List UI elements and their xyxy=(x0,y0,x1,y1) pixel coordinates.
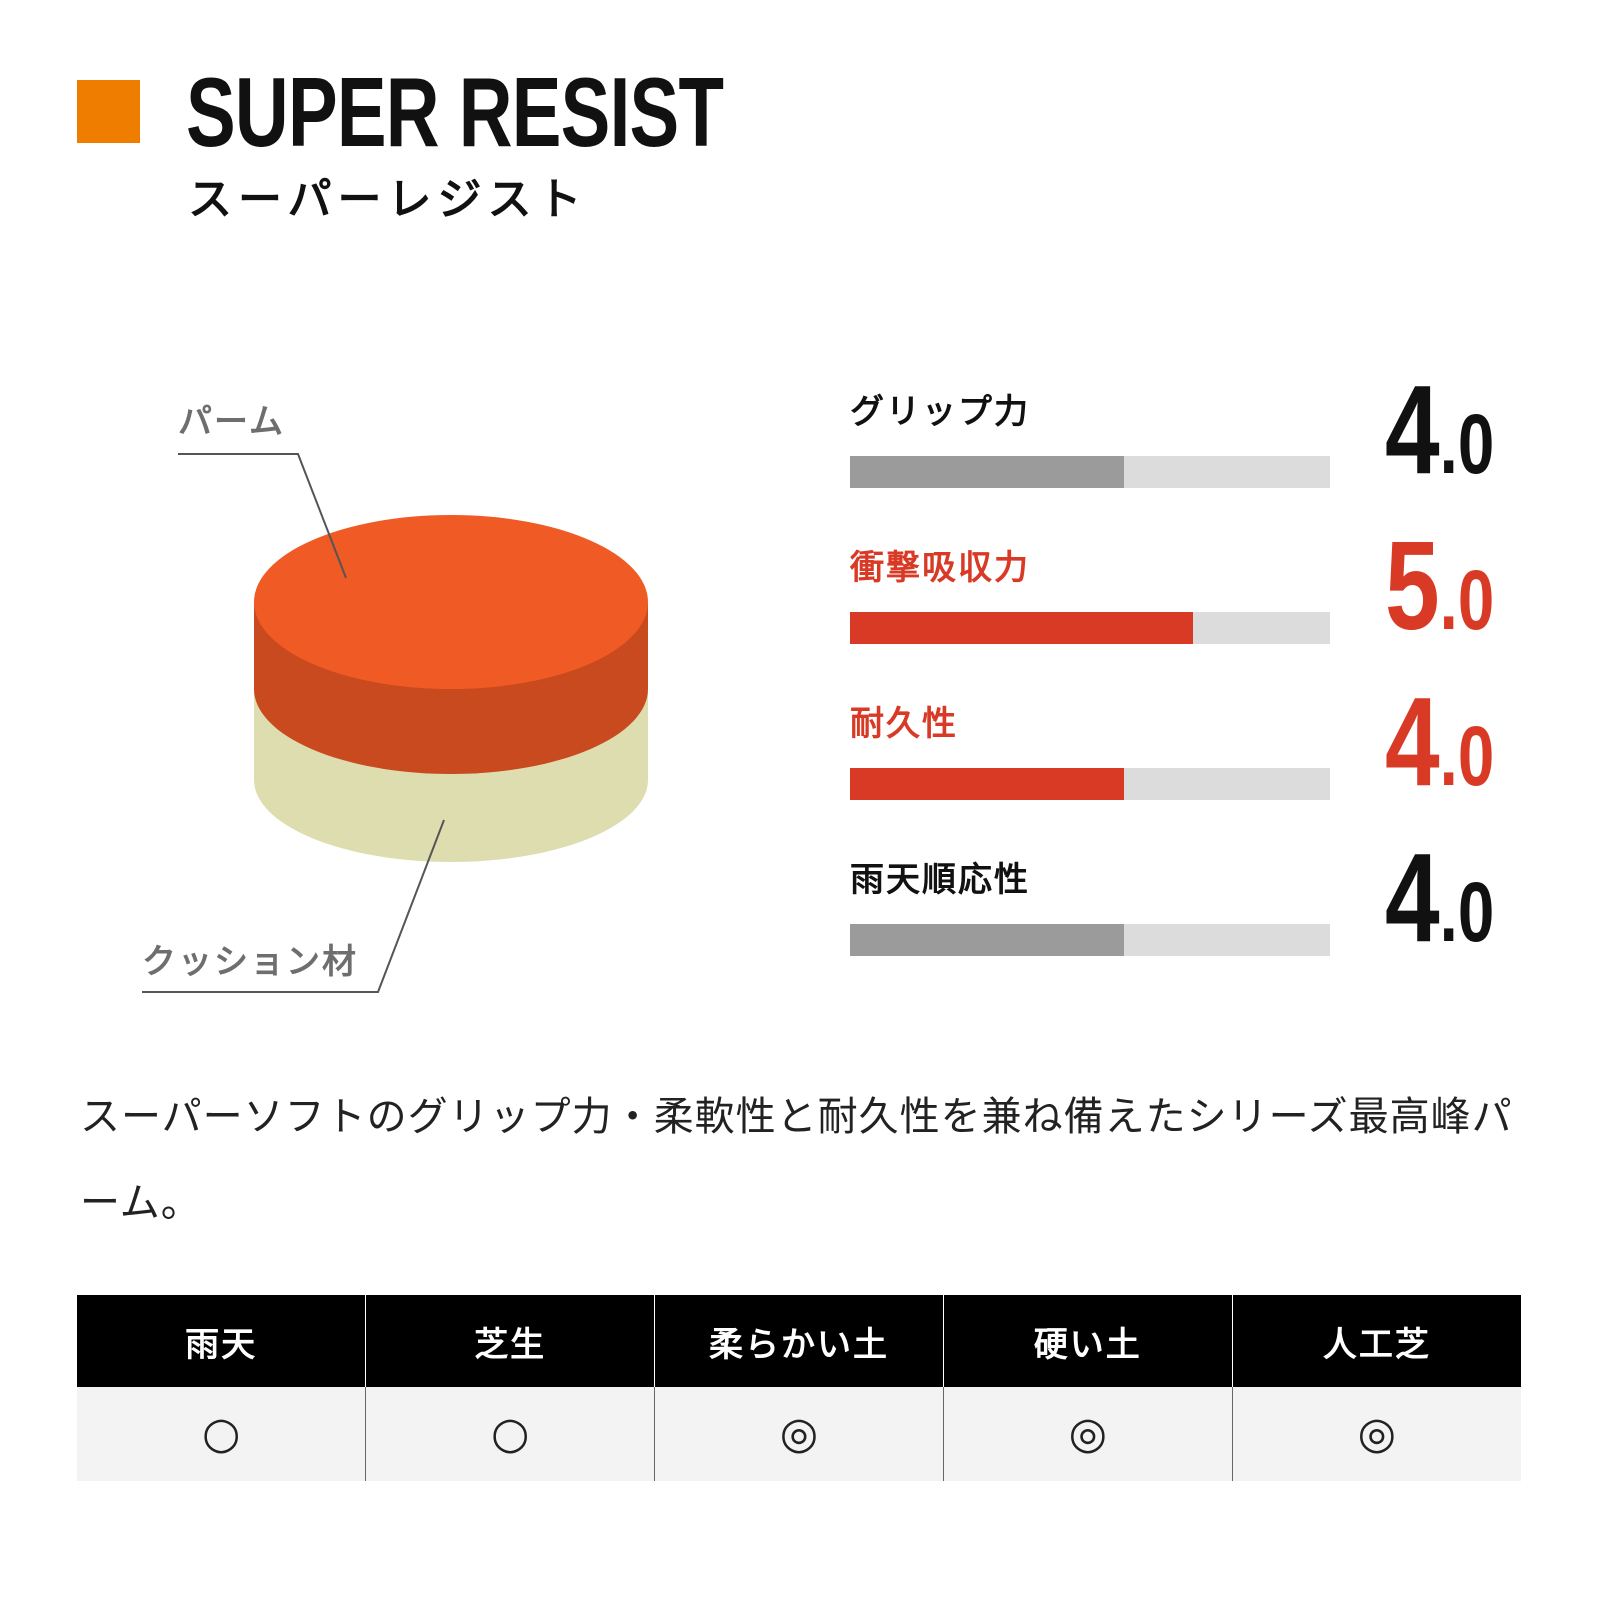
stat-label: グリップ力 xyxy=(850,392,1030,432)
stat-value: 4.0 xyxy=(1385,367,1495,493)
rating-mark: ◎ xyxy=(1357,1408,1397,1459)
product-title: SUPER RESIST xyxy=(186,57,724,167)
stat-label: 耐久性 xyxy=(850,704,958,744)
table-row: ○ ○ ◎ ◎ ◎ xyxy=(77,1387,1521,1481)
table-header-row: 雨天 芝生 柔らかい土 硬い土 人工芝 xyxy=(77,1295,1521,1387)
stat-value-integer: 4 xyxy=(1385,827,1440,968)
terrain-header-artificial-turf: 人工芝 xyxy=(1232,1295,1521,1387)
cushion-leader-line xyxy=(142,819,445,993)
cushion-layer-label: クッション材 xyxy=(142,942,358,982)
product-description: スーパーソフトのグリップ力・柔軟性と耐久性を兼ね備えたシリーズ最高峰パーム。 xyxy=(80,1094,1513,1226)
stat-bar-fill xyxy=(850,456,1125,488)
stat-grip: グリップ力 4.0 xyxy=(850,367,1530,493)
terrain-cell-artificial-turf: ◎ xyxy=(1232,1387,1521,1481)
performance-stats: グリップ力 4.0 衝撃吸収力 5.0 耐久性 4.0 雨天順応性 4.0 xyxy=(850,367,1530,970)
terrain-header-hard-soil: 硬い土 xyxy=(943,1295,1233,1387)
stat-value: 4.0 xyxy=(1385,679,1495,805)
title-accent-square xyxy=(77,80,140,143)
stat-value-decimal: .0 xyxy=(1439,709,1495,803)
rating-mark: ○ xyxy=(201,1408,241,1459)
stat-bar-track xyxy=(850,924,1330,956)
product-subtitle: スーパーレジスト xyxy=(188,174,588,225)
stat-bar-track xyxy=(850,456,1330,488)
terrain-cell-grass: ○ xyxy=(365,1387,656,1481)
stat-bar-fill xyxy=(850,924,1125,956)
stat-label: 衝撃吸収力 xyxy=(850,548,1030,588)
stat-value-integer: 5 xyxy=(1385,515,1440,656)
layer-diagram: パーム クッション材 xyxy=(120,390,720,1030)
rating-mark: ◎ xyxy=(779,1408,819,1459)
stat-value: 5.0 xyxy=(1385,523,1495,649)
stat-bar-track xyxy=(850,768,1330,800)
stat-value-decimal: .0 xyxy=(1439,865,1495,959)
terrain-cell-hard-soil: ◎ xyxy=(943,1387,1233,1481)
stat-value-decimal: .0 xyxy=(1439,397,1495,491)
rating-mark: ○ xyxy=(490,1408,530,1459)
stat-shock-absorption: 衝撃吸収力 5.0 xyxy=(850,523,1530,649)
terrain-suitability-table: 雨天 芝生 柔らかい土 硬い土 人工芝 ○ ○ ◎ ◎ ◎ xyxy=(77,1295,1521,1481)
stat-value-integer: 4 xyxy=(1385,359,1440,500)
stat-bar-fill xyxy=(850,612,1193,644)
palm-layer-label: パーム xyxy=(178,402,285,442)
terrain-header-soft-soil: 柔らかい土 xyxy=(654,1295,944,1387)
stat-bar-fill xyxy=(850,768,1125,800)
stat-value-decimal: .0 xyxy=(1439,553,1495,647)
terrain-cell-rain: ○ xyxy=(77,1387,367,1481)
terrain-header-grass: 芝生 xyxy=(365,1295,656,1387)
rating-mark: ◎ xyxy=(1068,1408,1107,1459)
stat-value: 4.0 xyxy=(1385,835,1495,961)
stat-label: 雨天順応性 xyxy=(850,860,1030,900)
stat-durability: 耐久性 4.0 xyxy=(850,679,1530,805)
stat-value-integer: 4 xyxy=(1385,671,1440,812)
stat-wet-weather: 雨天順応性 4.0 xyxy=(850,835,1530,961)
palm-layer xyxy=(254,515,648,774)
stat-bar-track xyxy=(850,612,1330,644)
layer-cylinder-graphic xyxy=(142,453,648,993)
terrain-cell-soft-soil: ◎ xyxy=(654,1387,944,1481)
palm-leader-line xyxy=(178,453,347,579)
terrain-header-rain: 雨天 xyxy=(77,1295,367,1387)
